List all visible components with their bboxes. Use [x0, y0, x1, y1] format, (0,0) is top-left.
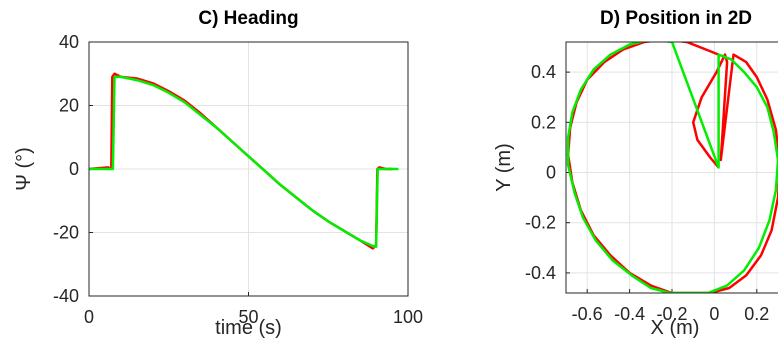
y-tick-label: 20	[59, 96, 79, 116]
y-tick-label: 0.4	[531, 62, 556, 82]
y-tick-label: -40	[53, 286, 79, 306]
chart-title: C) Heading	[198, 8, 298, 29]
y-axis-label: Ψ (°)	[13, 147, 35, 191]
series-line-1	[89, 75, 399, 249]
y-tick-label: -20	[53, 223, 79, 243]
axes-box	[88, 41, 409, 297]
series-line-0	[566, 42, 778, 293]
series-line-0	[89, 72, 393, 250]
chart-0: 0 50 100 40 20 0 -20 -40 C) Heading time (s) Ψ (°)	[13, 8, 423, 338]
axes-box	[565, 41, 778, 294]
x-tick-label: 0	[709, 304, 719, 324]
y-tick-label: 40	[59, 32, 79, 52]
x-axis-label: X (m)	[651, 317, 700, 338]
x-tick-label: 0.2	[744, 304, 769, 324]
x-tick-label: 50	[238, 307, 258, 327]
chart-1: -0.6 -0.4 -0.2 0 0.2 0.4 0.2 0 -0.2 -0.4 D) Positi…	[493, 8, 778, 338]
x-tick-label: 100	[393, 307, 423, 327]
x-tick-label: -0.6	[572, 304, 603, 324]
x-tick-label: -0.2	[656, 304, 687, 324]
y-axis-label: Y (m)	[493, 143, 515, 192]
y-tick-label: -0.2	[525, 213, 556, 233]
y-tick-label: 0	[546, 163, 556, 183]
y-tick-label: 0.2	[531, 112, 556, 132]
series-line-1	[566, 42, 778, 293]
y-tick-label: 0	[69, 159, 79, 179]
chart-title: D) Position in 2D	[600, 8, 752, 29]
x-tick-label: -0.4	[614, 304, 645, 324]
x-axis-label: time (s)	[215, 317, 282, 338]
x-tick-label: 0	[84, 307, 94, 327]
y-tick-label: -0.4	[525, 263, 556, 283]
